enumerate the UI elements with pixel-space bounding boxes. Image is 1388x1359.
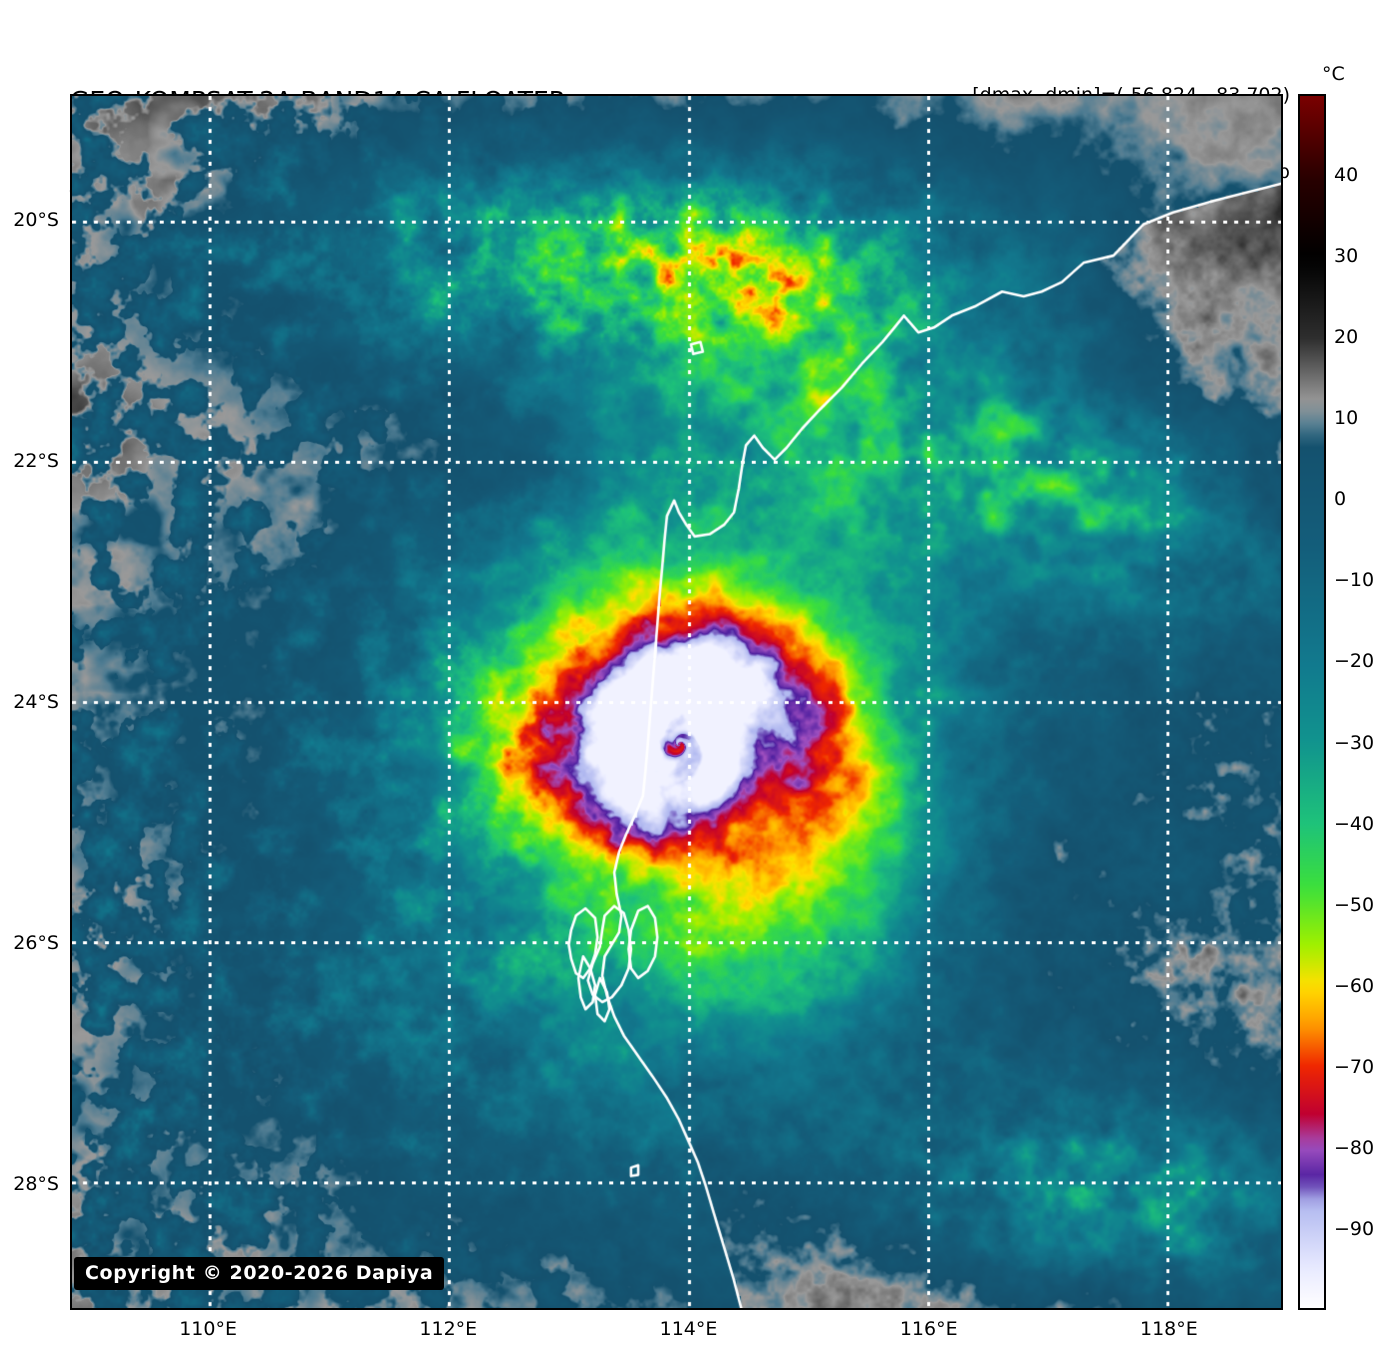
colorbar-tick-label: −70 (1334, 1055, 1375, 1078)
colorbar-tick-label: −50 (1334, 893, 1375, 916)
colorbar-tick-label: 40 (1334, 164, 1359, 187)
colorbar-tick-label: 30 (1334, 245, 1359, 268)
y-axis-tick-label: 26°S (13, 931, 59, 954)
x-axis-tick-label: 118°E (1140, 1318, 1198, 1340)
y-axis-tick-label: 28°S (13, 1172, 59, 1195)
colorbar-tick-label: 20 (1334, 326, 1359, 349)
colorbar-tick-label: −10 (1334, 569, 1375, 592)
infrared-brightness-temperature-raster (72, 96, 1281, 1308)
y-axis-tick-label: 22°S (13, 450, 59, 473)
x-axis-tick-label: 110°E (179, 1318, 237, 1340)
temperature-colorbar (1298, 94, 1326, 1310)
colorbar-tick-label: −40 (1334, 812, 1375, 835)
satellite-image-plot: Copyright © 2020-2026 Dapiya (70, 94, 1283, 1310)
x-axis-tick-label: 116°E (899, 1318, 958, 1340)
x-axis-tick-label: 112°E (419, 1318, 478, 1340)
colorbar-unit-label: °C (1322, 63, 1345, 85)
colorbar-tick-label: −80 (1334, 1136, 1375, 1159)
colorbar-tick-label: −60 (1334, 974, 1375, 997)
y-axis-tick-label: 24°S (13, 691, 59, 713)
colorbar-tick-label: −30 (1334, 731, 1375, 754)
copyright-watermark: Copyright © 2020-2026 Dapiya (74, 1257, 445, 1290)
colorbar-tick-label: −20 (1334, 650, 1375, 673)
colorbar-tick-label: 10 (1334, 407, 1359, 430)
colorbar-tick-label: −90 (1334, 1217, 1375, 1240)
y-axis-tick-label: 20°S (13, 209, 59, 232)
colorbar-gradient (1300, 96, 1324, 1308)
x-axis-tick-label: 114°E (659, 1318, 718, 1340)
colorbar-tick-label: 0 (1334, 488, 1347, 511)
